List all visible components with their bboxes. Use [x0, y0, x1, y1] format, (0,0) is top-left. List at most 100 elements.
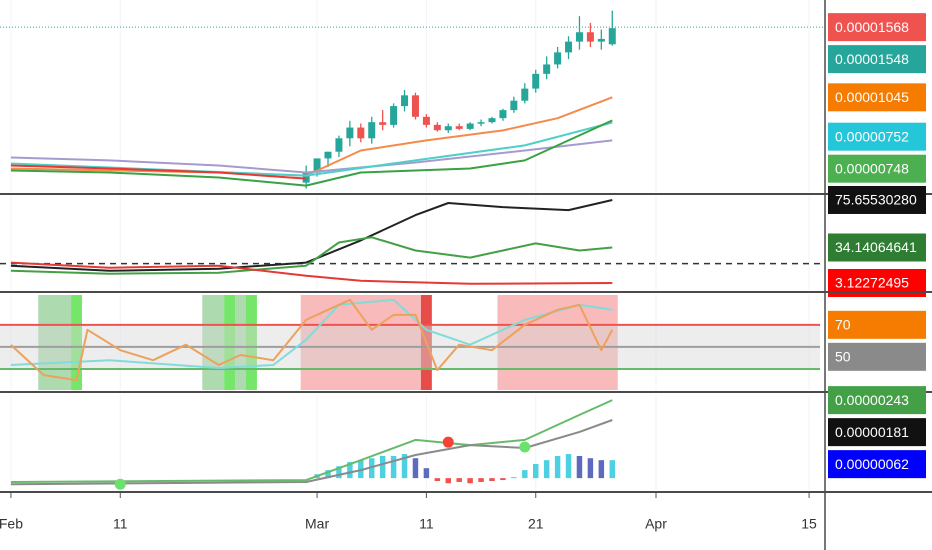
histogram-bar: [587, 458, 594, 479]
panel: 0.00000243 0.00000181 0.00000062: [0, 386, 932, 493]
panel: 70 50: [0, 295, 932, 393]
histogram-bar: [467, 478, 473, 484]
price-tag-label: 0.00000752: [835, 128, 909, 144]
histogram-bar: [401, 454, 408, 479]
histogram-bar: [500, 478, 506, 481]
candle-body: [597, 38, 605, 42]
histogram-bar: [456, 478, 462, 482]
histogram-bar: [369, 458, 375, 479]
candle-body: [543, 64, 551, 74]
histogram-bar: [598, 460, 605, 479]
candle-body: [422, 116, 430, 125]
candle-body: [488, 118, 496, 123]
candle-body: [313, 158, 321, 173]
panel: 75.65530280 34.14064641 3.12272495: [0, 185, 932, 297]
histogram-bar: [412, 458, 419, 479]
histogram-bar: [511, 477, 517, 479]
indicator-line: [10, 139, 613, 174]
histogram-bar: [423, 468, 430, 479]
candle-body: [608, 28, 616, 45]
histogram-bar: [576, 455, 583, 479]
candle-body: [357, 127, 365, 139]
candle-body: [302, 172, 310, 183]
candle-body: [477, 122, 485, 124]
signal-dot: [442, 436, 454, 448]
histogram-bar: [543, 460, 550, 479]
candle-body: [390, 106, 398, 125]
x-tick-label: Apr: [645, 516, 667, 532]
plot-area: [10, 395, 810, 490]
price-tag-label: 50: [835, 349, 851, 365]
indicator-line: [10, 261, 613, 285]
signal-zone: [235, 295, 246, 390]
indicator-line: [10, 298, 614, 382]
histogram-bar: [434, 478, 441, 482]
candle-body: [586, 32, 594, 42]
indicator-line: [10, 199, 613, 272]
histogram-bar: [325, 470, 331, 479]
x-tick-label: Feb: [0, 516, 23, 532]
price-tag-label: 0.00001548: [835, 51, 909, 67]
histogram-bar: [379, 455, 386, 479]
x-tick-label: 21: [528, 516, 544, 532]
price-tag: [828, 450, 926, 479]
price-tag: [828, 13, 926, 42]
price-tag-label: 70: [835, 317, 851, 333]
signal-zone: [71, 295, 82, 390]
signal-dot: [519, 441, 531, 453]
price-tag: [828, 233, 926, 262]
histogram-bar: [347, 462, 353, 479]
signal-zone: [224, 295, 236, 390]
signal-zone: [246, 295, 257, 390]
x-tick-label: 15: [801, 516, 817, 532]
candle-body: [346, 127, 354, 139]
price-tag-label: 34.14064641: [835, 239, 917, 255]
price-tag-label: 3.12272495: [835, 275, 909, 291]
histogram-bar: [336, 466, 342, 479]
indicator-line: [10, 419, 613, 486]
price-tag: [828, 418, 926, 447]
histogram-bar: [609, 460, 615, 479]
histogram-bar: [478, 478, 484, 482]
price-tag: [828, 185, 926, 214]
candle-body: [466, 123, 474, 129]
candle-body: [521, 88, 529, 101]
price-tag: [828, 154, 926, 183]
candle-body: [575, 32, 583, 42]
indicator-line: [10, 119, 613, 187]
price-tag-label: 0.00000243: [835, 392, 909, 408]
candle-body: [324, 151, 332, 159]
indicator-line: [10, 236, 613, 275]
candle-body: [368, 122, 376, 139]
panel: 0.00001568 0.00001548 0.00001045 0.00000752…: [0, 0, 932, 195]
price-tag: [828, 310, 926, 339]
candle-body: [335, 138, 343, 152]
price-tag-label: 0.00001568: [835, 19, 909, 35]
candle-body: [554, 52, 562, 65]
histogram-bar: [533, 464, 539, 479]
candle-body: [532, 73, 540, 89]
price-tag: [828, 122, 926, 151]
signal-dot: [114, 478, 126, 490]
histogram-bar: [445, 478, 451, 484]
price-tag-label: 0.00000181: [835, 424, 909, 440]
price-tag-label: 0.00000062: [835, 456, 909, 472]
candle-body: [379, 122, 387, 125]
candle-body: [510, 100, 518, 111]
price-tag: [828, 386, 926, 415]
candle-body: [433, 124, 441, 131]
signal-zone: [300, 295, 421, 390]
x-tick-label: 11: [419, 516, 434, 532]
candle-body: [565, 41, 573, 53]
candle-body: [401, 95, 409, 107]
price-tag: [828, 45, 926, 74]
histogram-bar: [554, 455, 561, 479]
indicator-line: [10, 164, 307, 180]
x-tick-label: 11: [113, 516, 128, 532]
plot-area: [10, 0, 810, 192]
x-tick-label: Mar: [305, 516, 329, 532]
price-tag-label: 0.00000748: [835, 160, 909, 176]
plot-area: [0, 195, 820, 290]
plot-area: [0, 295, 820, 390]
